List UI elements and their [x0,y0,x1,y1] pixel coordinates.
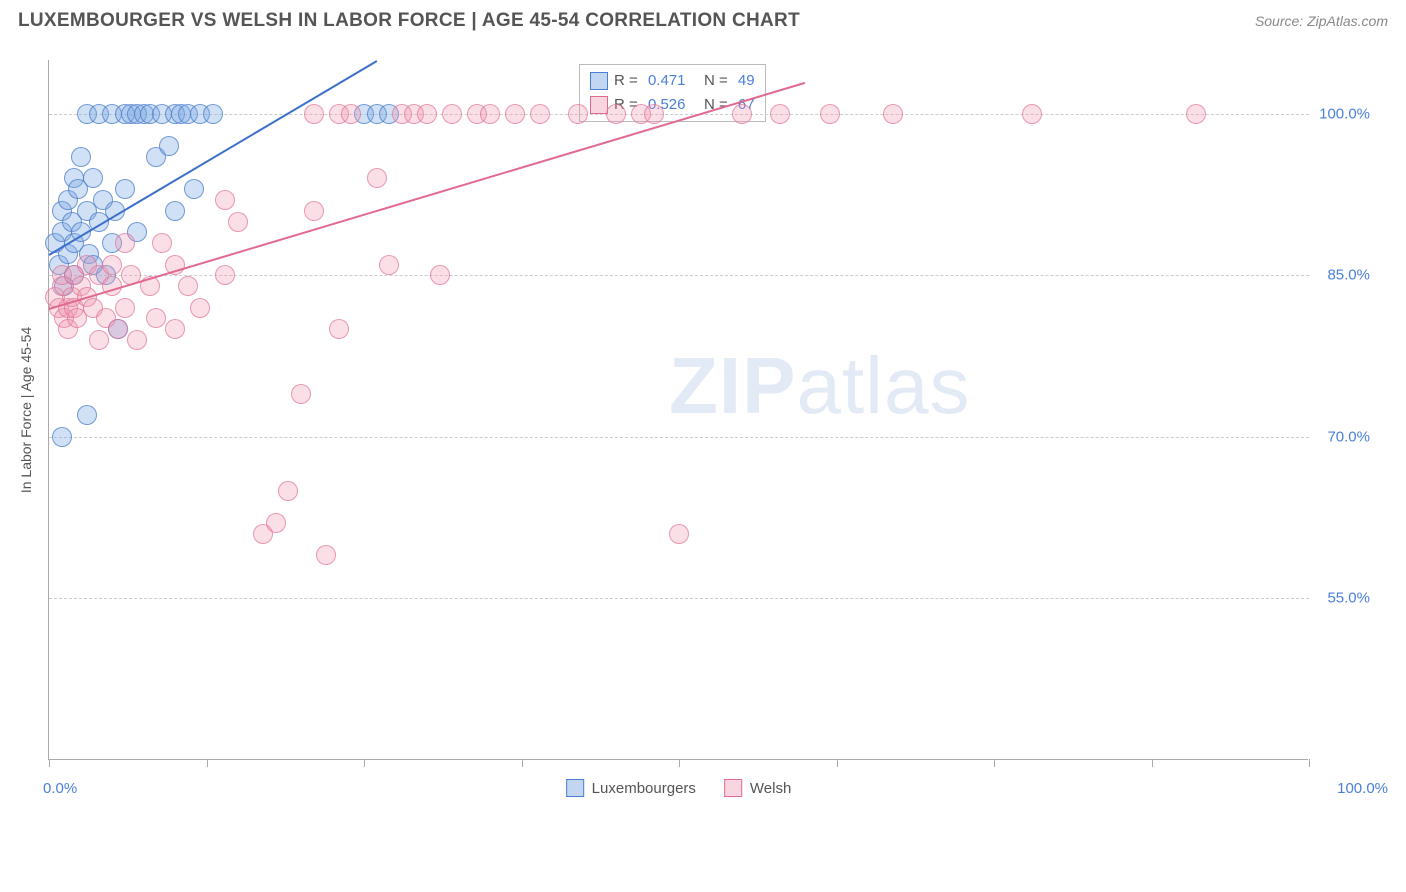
legend-r-value: 0.471 [648,69,686,93]
data-point [770,104,790,124]
legend-label: Welsh [750,780,791,797]
data-point [430,265,450,285]
data-point [146,308,166,328]
data-point [178,276,198,296]
data-point [820,104,840,124]
data-point [228,212,248,232]
data-point [644,104,664,124]
data-point [480,104,500,124]
data-point [316,545,336,565]
data-point [184,179,204,199]
data-point [203,104,223,124]
data-point [108,319,128,339]
y-axis-title: In Labor Force | Age 45-54 [18,327,34,493]
data-point [329,319,349,339]
data-point [505,104,525,124]
data-point [115,233,135,253]
data-point [732,104,752,124]
legend-n-label: N = [691,69,731,93]
x-tick [1309,759,1310,767]
data-point [367,168,387,188]
data-point [89,330,109,350]
data-point [442,104,462,124]
data-point [266,513,286,533]
x-tick [1152,759,1153,767]
x-tick [522,759,523,767]
legend-label: Luxembourgers [592,780,696,797]
data-point [883,104,903,124]
data-point [304,201,324,221]
legend-item: Luxembourgers [566,779,696,797]
data-point [215,190,235,210]
data-point [52,427,72,447]
gridline [49,598,1309,599]
data-point [115,298,135,318]
legend-swatch [566,779,584,797]
legend-swatch [590,72,608,90]
y-tick-label: 55.0% [1327,590,1370,607]
data-point [152,233,172,253]
gridline [49,275,1309,276]
legend-r-label: R = [614,69,642,93]
legend-row: R = 0.471 N = 49 [590,69,755,93]
data-point [568,104,588,124]
x-tick [679,759,680,767]
data-point [83,168,103,188]
data-point [1186,104,1206,124]
legend-n-value: 49 [738,69,755,93]
data-point [530,104,550,124]
data-point [606,104,626,124]
gridline [49,114,1309,115]
legend-swatch [724,779,742,797]
x-axis-min-label: 0.0% [43,780,77,797]
data-point [1022,104,1042,124]
legend-item: Welsh [724,779,791,797]
data-point [127,330,147,350]
x-tick [364,759,365,767]
data-point [278,481,298,501]
y-tick-label: 70.0% [1327,428,1370,445]
plot-wrapper: In Labor Force | Age 45-54 ZIPatlas R = … [48,60,1368,800]
data-point [115,179,135,199]
source-attribution: Source: ZipAtlas.com [1255,13,1388,29]
y-tick-label: 85.0% [1327,267,1370,284]
chart-title: LUXEMBOURGER VS WELSH IN LABOR FORCE | A… [18,10,800,32]
data-point [215,265,235,285]
x-tick [994,759,995,767]
y-tick-label: 100.0% [1319,105,1370,122]
gridline [49,437,1309,438]
data-point [165,201,185,221]
data-point [379,255,399,275]
data-point [304,104,324,124]
data-point [102,255,122,275]
x-tick [837,759,838,767]
data-point [159,136,179,156]
x-axis-max-label: 100.0% [1337,780,1388,797]
data-point [291,384,311,404]
plot-area: ZIPatlas R = 0.471 N = 49R = 0.526 N = 6… [48,60,1308,760]
data-point [669,524,689,544]
data-point [165,319,185,339]
x-tick [49,759,50,767]
series-legend: Luxembourgers Welsh [566,779,792,797]
data-point [71,147,91,167]
data-point [190,298,210,318]
data-point [77,405,97,425]
x-tick [207,759,208,767]
data-point [417,104,437,124]
watermark: ZIPatlas [669,340,970,432]
data-point [341,104,361,124]
